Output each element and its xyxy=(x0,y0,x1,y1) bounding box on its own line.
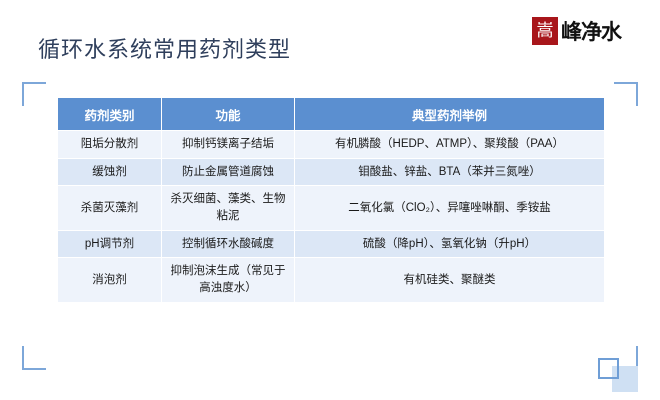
cell-examples: 有机硅类、聚醚类 xyxy=(294,257,605,303)
cell-examples: 二氧化氯（ClO₂）、异噻唑啉酮、季铵盐 xyxy=(294,185,605,231)
table-row: 缓蚀剂 防止金属管道腐蚀 钼酸盐、锌盐、BTA（苯并三氮唑） xyxy=(57,157,605,187)
cell-examples: 钼酸盐、锌盐、BTA（苯并三氮唑） xyxy=(294,157,605,187)
table-header-row: 药剂类别 功能 典型药剂举例 xyxy=(57,97,605,131)
cell-category: 阻垢分散剂 xyxy=(57,130,162,159)
frame-corner-top-left xyxy=(22,82,46,106)
chemical-types-table-wrapper: 药剂类别 功能 典型药剂举例 阻垢分散剂 抑制钙镁离子结垢 有机膦酸（HEDP、… xyxy=(57,97,605,303)
page-title: 循环水系统常用药剂类型 xyxy=(38,37,292,62)
cell-category: 消泡剂 xyxy=(57,257,162,303)
frame-corner-bottom-left xyxy=(22,346,46,370)
logo-text: 峰净水 xyxy=(561,19,622,44)
brand-logo: 嵩 峰净水 xyxy=(532,8,644,54)
cell-function: 抑制钙镁离子结垢 xyxy=(161,130,295,159)
table-row: pH调节剂 控制循环水酸碱度 硫酸（降pH）、氢氧化钠（升pH） xyxy=(57,229,605,259)
decoration-square-outline xyxy=(598,358,619,379)
table-header-function: 功能 xyxy=(161,97,295,131)
cell-examples: 有机膦酸（HEDP、ATMP）、聚羧酸（PAA） xyxy=(294,130,605,159)
table-row: 阻垢分散剂 抑制钙镁离子结垢 有机膦酸（HEDP、ATMP）、聚羧酸（PAA） xyxy=(57,130,605,159)
table-header-examples: 典型药剂举例 xyxy=(294,97,605,131)
frame-corner-top-right xyxy=(614,82,638,106)
cell-examples: 硫酸（降pH）、氢氧化钠（升pH） xyxy=(294,229,605,259)
decoration-square-filled xyxy=(612,366,638,392)
cell-category: pH调节剂 xyxy=(57,229,162,259)
table-row: 消泡剂 抑制泡沫生成（常见于高浊度水） 有机硅类、聚醚类 xyxy=(57,257,605,303)
chemical-types-table: 药剂类别 功能 典型药剂举例 阻垢分散剂 抑制钙镁离子结垢 有机膦酸（HEDP、… xyxy=(57,97,605,303)
table-header-category: 药剂类别 xyxy=(57,97,162,131)
cell-category: 缓蚀剂 xyxy=(57,157,162,187)
cell-function: 抑制泡沫生成（常见于高浊度水） xyxy=(161,257,295,303)
cell-function: 杀灭细菌、藻类、生物粘泥 xyxy=(161,185,295,231)
table-row: 杀菌灭藻剂 杀灭细菌、藻类、生物粘泥 二氧化氯（ClO₂）、异噻唑啉酮、季铵盐 xyxy=(57,185,605,231)
cell-function: 防止金属管道腐蚀 xyxy=(161,157,295,187)
logo-seal-icon: 嵩 xyxy=(532,17,558,45)
cell-function: 控制循环水酸碱度 xyxy=(161,229,295,259)
cell-category: 杀菌灭藻剂 xyxy=(57,185,162,231)
